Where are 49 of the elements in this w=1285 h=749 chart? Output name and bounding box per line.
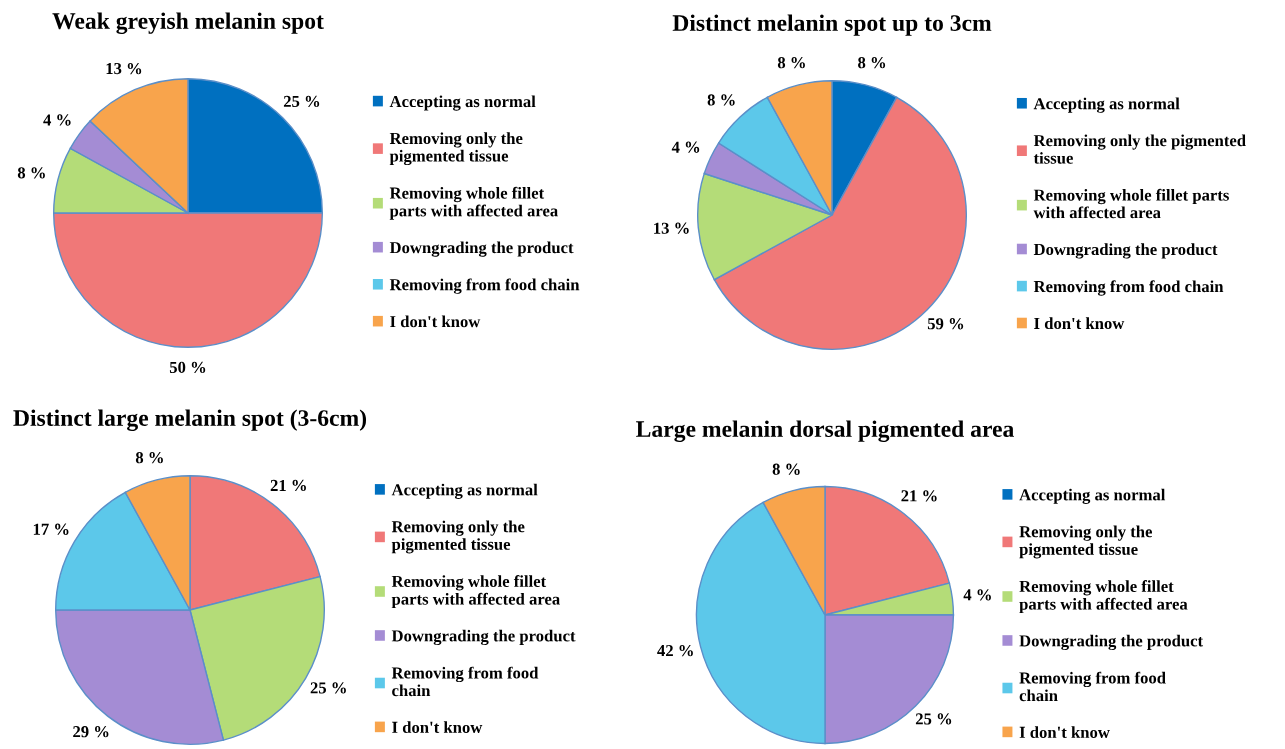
chart-title: Weak greyish melanin spot: [52, 12, 324, 34]
chart-title: Distinct large melanin spot (3-6cm): [13, 409, 367, 431]
legend-label: Removing whole fillet parts with affected area: [1019, 580, 1188, 614]
legend-label: I don't know: [1019, 726, 1110, 738]
data-label: 21 %: [270, 479, 306, 492]
data-label: 42 %: [657, 644, 693, 657]
data-label: 25 %: [283, 95, 320, 108]
legend-label: Downgrading the product: [391, 629, 576, 646]
data-label: 17 %: [33, 523, 69, 535]
legend-label: Downgrading the product: [1033, 243, 1218, 259]
data-label: 59 %: [927, 318, 964, 330]
legend-label: Removing whole fillet parts with affected area: [389, 186, 558, 220]
data-label: 8 %: [17, 167, 45, 179]
data-label: 25 %: [310, 682, 346, 694]
data-label: 21 %: [901, 490, 937, 502]
legend-label: Removing only the pigmented tissue: [389, 132, 523, 166]
legend-label: I don't know: [1034, 317, 1125, 330]
chart-title: Large melanin dorsal pigmented area: [636, 420, 1014, 442]
legend-label: Accepting as normal: [1033, 97, 1180, 113]
legend-label: Downgrading the product: [1019, 634, 1204, 651]
data-label: 50 %: [169, 361, 206, 374]
legend-label: Accepting as normal: [389, 95, 536, 111]
data-label: 8 %: [135, 452, 163, 464]
data-label: 25 %: [915, 713, 952, 725]
legend-label: Removing from food chain: [1019, 671, 1166, 702]
legend-label: Downgrading the product: [389, 241, 574, 257]
legend-label: Removing whole fillet parts with affected area: [391, 575, 560, 609]
legend-label: Removing from food chain: [1033, 280, 1224, 296]
legend-label: Removing from food chain: [389, 278, 580, 294]
data-label: 4 %: [43, 114, 71, 126]
legend-label: Removing only the pigmented tissue: [1019, 525, 1153, 559]
legend-label: Removing from food chain: [391, 666, 539, 697]
legend-label: I don't know: [392, 721, 483, 733]
legend-label: Accepting as normal: [391, 483, 538, 499]
legend-label: Accepting as normal: [1019, 488, 1166, 504]
data-label: 4 %: [671, 141, 700, 153]
legend-label: Removing only the pigmented tissue: [391, 520, 525, 554]
legend-label: Removing whole fillet parts with affected area: [1033, 188, 1229, 219]
data-label: 4 %: [963, 589, 991, 601]
data-label: 8 %: [707, 94, 735, 106]
data-label: 13 %: [654, 222, 689, 234]
data-label: 8 %: [777, 57, 805, 69]
data-label: 8 %: [772, 463, 800, 475]
legend-label: I don't know: [390, 315, 481, 328]
data-label: 29 %: [73, 726, 109, 738]
data-label: 13 %: [106, 62, 142, 75]
legend-label: Removing only the pigmented tissue: [1033, 134, 1246, 164]
data-label: 8 %: [858, 57, 886, 69]
chart-title: Distinct melanin spot up to 3cm: [672, 14, 992, 36]
